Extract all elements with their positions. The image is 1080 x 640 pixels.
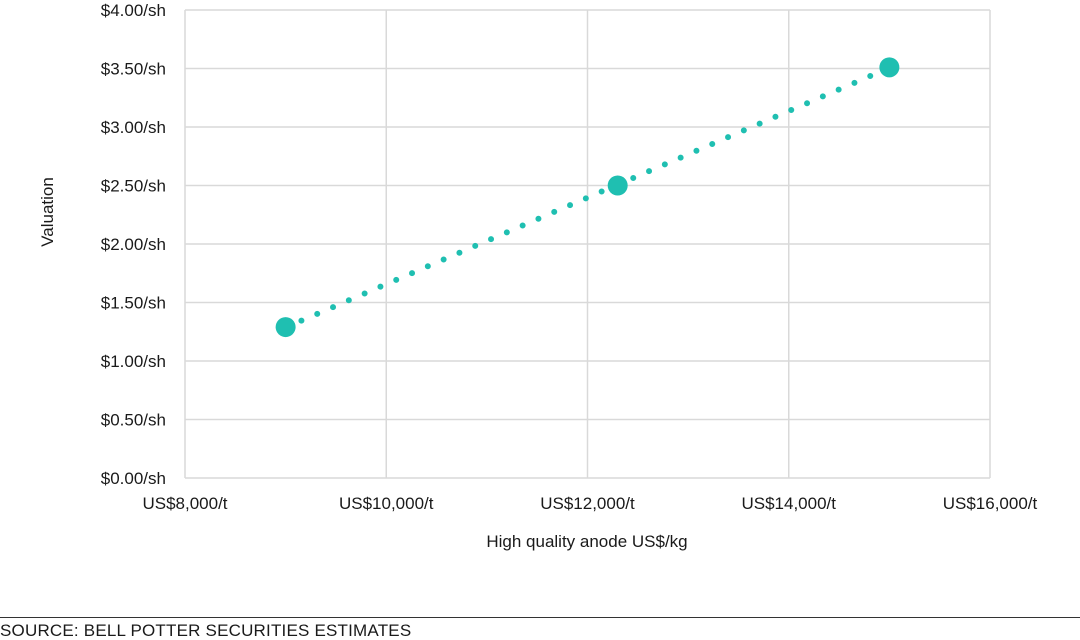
data-point xyxy=(275,317,296,338)
y-tick-label: $0.50/sh xyxy=(101,411,166,430)
y-axis-tick-labels: $0.00/sh $0.50/sh $1.00/sh $1.50/sh $2.00/sh… xyxy=(101,1,166,488)
x-axis-title: High quality anode US$/kg xyxy=(486,532,687,551)
x-tick-label: US$14,000/t xyxy=(741,494,836,513)
y-tick-label: $3.00/sh xyxy=(101,118,166,137)
trendline xyxy=(282,64,893,331)
y-tick-label: $4.00/sh xyxy=(101,1,166,20)
grid-lines xyxy=(184,9,991,479)
valuation-sensitivity-chart: $0.00/sh $0.50/sh $1.00/sh $1.50/sh $2.00/sh… xyxy=(38,1,1038,551)
y-tick-label: $2.00/sh xyxy=(101,235,166,254)
trendline-dotted xyxy=(282,64,893,331)
y-tick-label: $3.50/sh xyxy=(101,60,166,79)
source-note: SOURCE: BELL POTTER SECURITIES ESTIMATES xyxy=(0,621,412,640)
y-axis-title: Valuation xyxy=(38,177,57,247)
y-tick-label: $2.50/sh xyxy=(101,177,166,196)
data-point xyxy=(879,57,900,78)
y-tick-label: $1.00/sh xyxy=(101,352,166,371)
source-divider xyxy=(0,617,1080,618)
x-tick-label: US$12,000/t xyxy=(540,494,635,513)
data-points xyxy=(275,57,900,338)
y-tick-label: $1.50/sh xyxy=(101,294,166,313)
x-tick-label: US$16,000/t xyxy=(943,494,1038,513)
x-axis-tick-labels: US$8,000/t US$10,000/t US$12,000/t US$14,00… xyxy=(142,494,1037,513)
y-tick-label: $0.00/sh xyxy=(101,469,166,488)
x-tick-label: US$10,000/t xyxy=(339,494,434,513)
data-point xyxy=(607,175,628,196)
x-tick-label: US$8,000/t xyxy=(142,494,227,513)
